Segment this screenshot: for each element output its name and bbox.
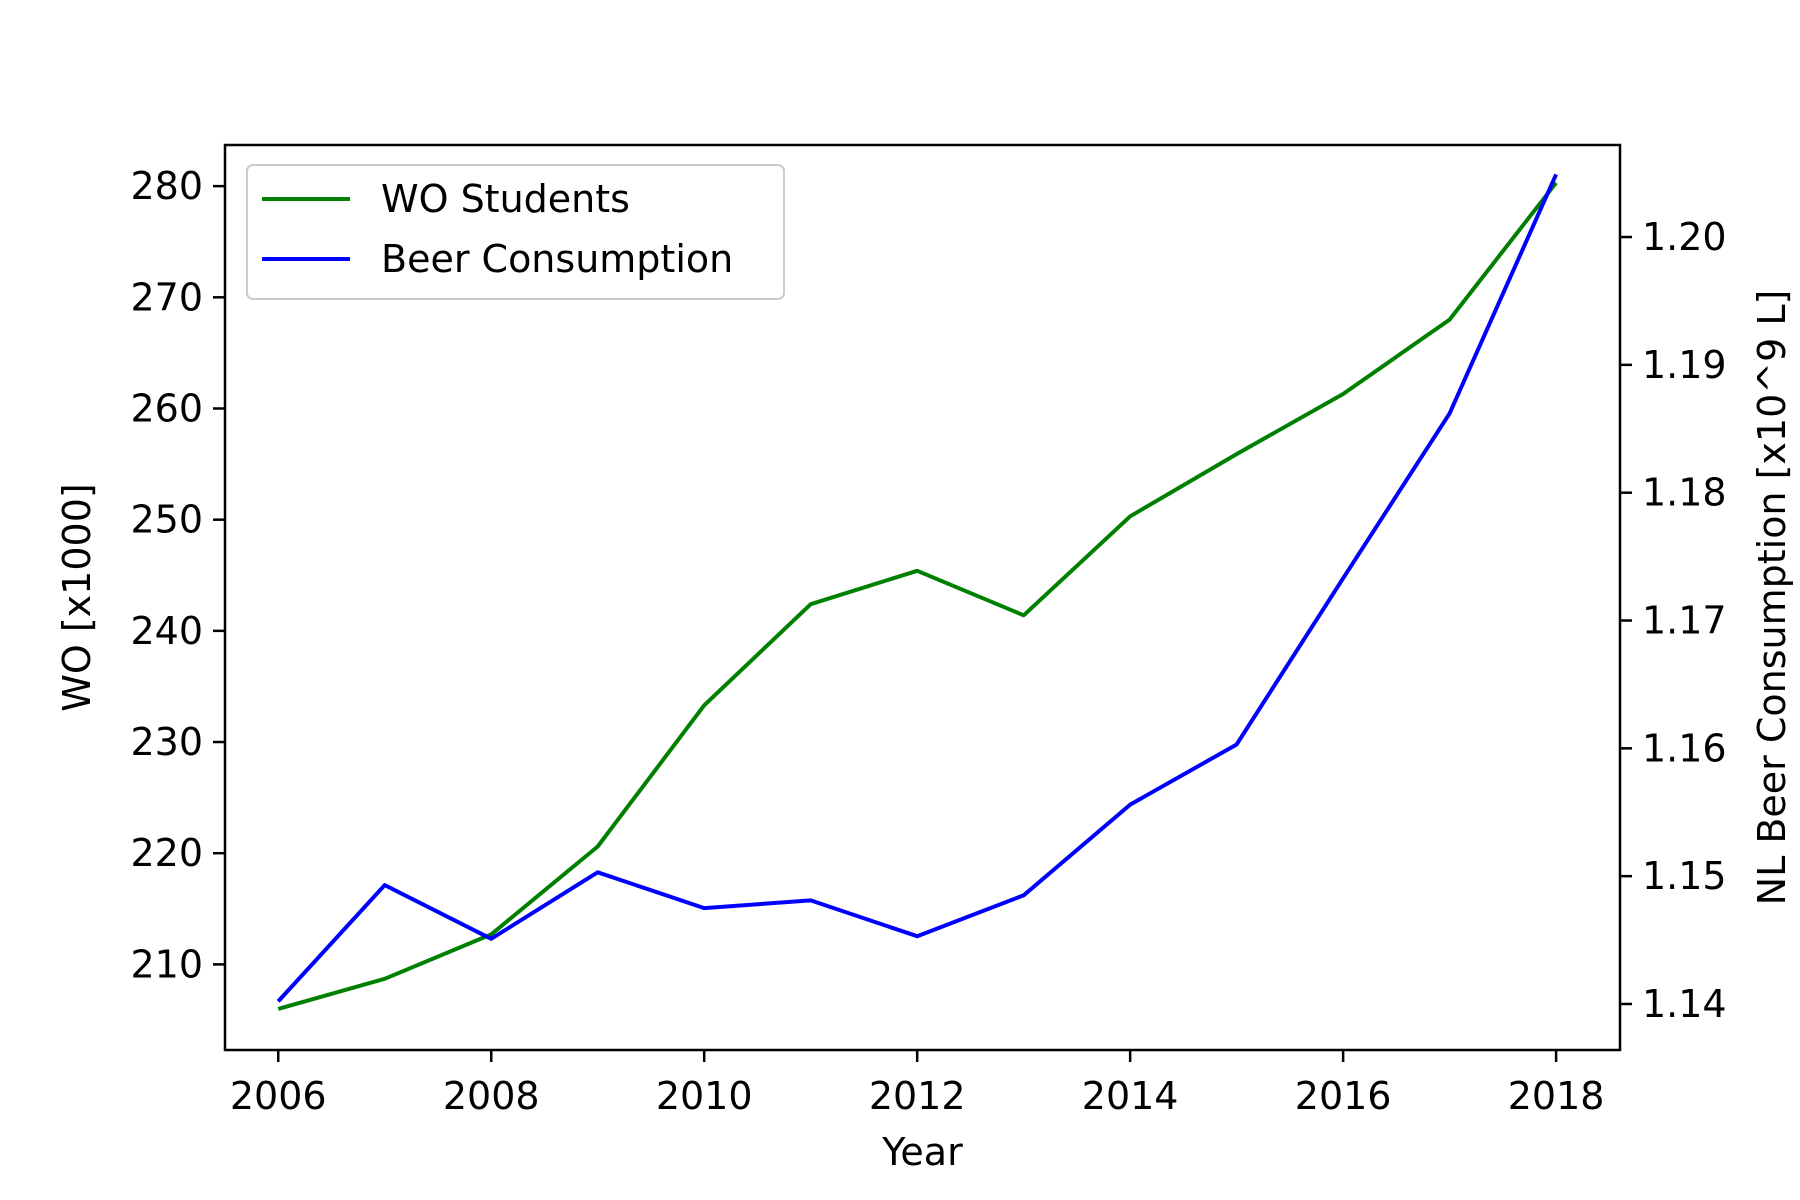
left-y-tick-label: 260 (130, 386, 203, 430)
left-y-tick-label: 230 (130, 720, 203, 764)
x-tick-label: 2010 (656, 1074, 753, 1118)
legend-label-wo-students: WO Students (381, 177, 630, 221)
x-tick-label: 2008 (443, 1074, 540, 1118)
x-axis-title: Year (881, 1130, 963, 1174)
x-tick-label: 2018 (1508, 1074, 1605, 1118)
right-y-tick-label: 1.16 (1642, 726, 1727, 770)
x-tick-label: 2012 (869, 1074, 966, 1118)
right-y-tick-label: 1.18 (1642, 471, 1727, 515)
right-y-axis-title: NL Beer Consumption [x10^9 L] (1750, 290, 1794, 906)
right-y-tick-label: 1.19 (1642, 343, 1727, 387)
plot-frame (223, 143, 1622, 1052)
left-y-tick-label: 270 (130, 275, 203, 319)
series-line-beer-consumption (276, 173, 1558, 1003)
left-y-axis-title: WO [x1000] (55, 483, 99, 711)
x-tick-label: 2014 (1082, 1074, 1179, 1118)
right-y-tick-label: 1.17 (1642, 599, 1727, 643)
legend: WO Students Beer Consumption (246, 164, 785, 300)
series-line-wo-students (277, 181, 1558, 1011)
left-y-tick-label: 220 (130, 831, 203, 875)
left-y-axis: 210 220 230 240 250 260 270 280 (130, 164, 225, 986)
legend-box (246, 164, 785, 300)
x-tick-label: 2006 (230, 1074, 327, 1118)
left-y-tick-label: 210 (130, 942, 203, 986)
legend-label-beer-consumption: Beer Consumption (381, 237, 733, 281)
left-y-tick-label: 240 (130, 609, 203, 653)
right-y-tick-label: 1.15 (1642, 854, 1727, 898)
left-y-tick-label: 250 (130, 498, 203, 542)
x-axis: 2006 2008 2010 2012 2014 2016 2018 (230, 1050, 1605, 1118)
x-tick-label: 2016 (1295, 1074, 1392, 1118)
plot-area (276, 173, 1558, 1011)
right-y-tick-label: 1.20 (1642, 215, 1727, 259)
left-y-tick-label: 280 (130, 164, 203, 208)
right-y-tick-label: 1.14 (1642, 982, 1727, 1026)
right-y-axis: 1.14 1.15 1.16 1.17 1.18 1.19 1.20 (1620, 215, 1727, 1026)
